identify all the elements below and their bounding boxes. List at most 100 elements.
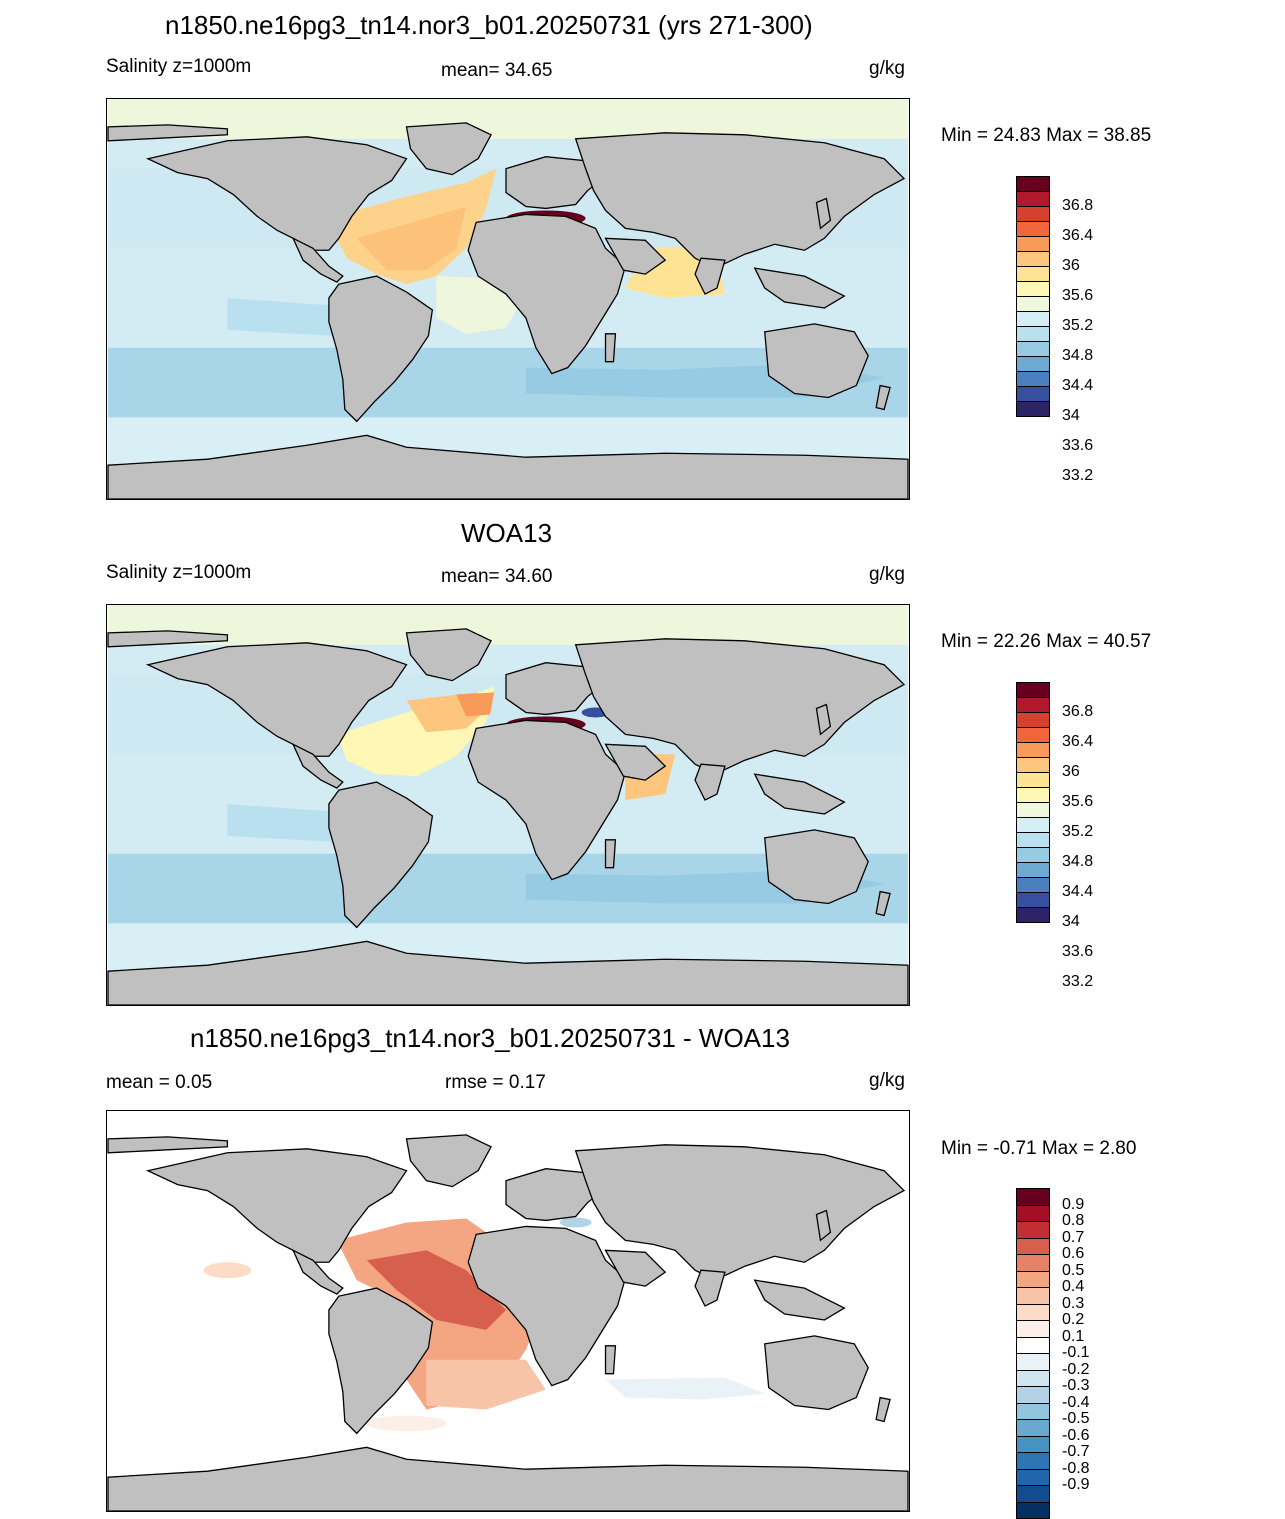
- colorbar-tick-label: 33.6: [1062, 437, 1094, 454]
- continent-landmass: [604, 237, 667, 275]
- colorbar-tick-label: 0.3: [1062, 1294, 1085, 1312]
- colorbar-swatch: [1016, 191, 1050, 207]
- colorbar-swatch: [1016, 1419, 1050, 1437]
- colorbar-tick-label: -0.4: [1062, 1393, 1090, 1411]
- world-map-svg: [107, 605, 909, 1005]
- colorbar-tick-label: 0.1: [1062, 1327, 1085, 1345]
- colorbar-swatch: [1016, 847, 1050, 863]
- colorbar-swatch: [1016, 1270, 1050, 1288]
- continent-landmass: [145, 136, 408, 251]
- colorbar-swatch: [1016, 236, 1050, 252]
- world-map-svg: [107, 1111, 909, 1511]
- colorbar-tick-label: 36.8: [1062, 703, 1094, 720]
- colorbar-swatch: [1016, 862, 1050, 878]
- colorbar-swatch: [1016, 266, 1050, 282]
- panel-1-map: [106, 98, 910, 500]
- colorbar-tick-label: -0.6: [1062, 1426, 1090, 1444]
- colorbar-swatch: [1016, 757, 1050, 773]
- colorbar-tick-label: 36.8: [1062, 197, 1094, 214]
- continent-landmass: [604, 839, 617, 869]
- colorbar-swatch: [1016, 802, 1050, 818]
- panel-3-mean-label: mean = 0.05: [106, 1072, 213, 1093]
- colorbar-tick-label: 36: [1062, 763, 1080, 780]
- colorbar-tick-label: 36: [1062, 257, 1080, 274]
- continent-landmass: [505, 1168, 607, 1222]
- continent-landmass: [764, 323, 869, 399]
- colorbar-swatch: [1016, 727, 1050, 743]
- colorbar-swatch: [1016, 1369, 1050, 1387]
- colorbar-swatch: [1016, 877, 1050, 893]
- continent-landmass: [145, 642, 408, 757]
- panel-1-title: n1850.ne16pg3_tn14.nor3_b01.20250731 (yr…: [165, 10, 813, 40]
- colorbar-swatch: [1016, 1468, 1050, 1486]
- colorbar-tick-label: 0.4: [1062, 1278, 1085, 1295]
- colorbar-swatch: [1016, 296, 1050, 312]
- continent-landmass: [291, 1248, 344, 1295]
- colorbar-tick-label: -0.2: [1062, 1360, 1090, 1378]
- continent-landmass: [604, 333, 617, 363]
- colorbar-swatch: [1016, 1188, 1050, 1206]
- colorbar-swatch: [1016, 682, 1050, 698]
- continent-landmass: [467, 719, 627, 881]
- continent-landmass: [764, 829, 869, 905]
- panel-2-mean-label: mean= 34.60: [441, 566, 553, 587]
- colorbar-tick-label: -0.9: [1062, 1476, 1090, 1493]
- antarctica-landmass: [107, 1446, 909, 1511]
- colorbar-tick-label: 35.6: [1062, 287, 1094, 304]
- colorbar-tick-label: 34.4: [1062, 883, 1094, 900]
- colorbar-tick-label: 0.8: [1062, 1212, 1085, 1229]
- continent-landmass: [815, 197, 832, 230]
- continent-landmass: [875, 384, 891, 411]
- continent-landmass: [753, 1279, 846, 1321]
- continent-landmass: [604, 1345, 617, 1375]
- panel-1-mean-label: mean= 34.65: [441, 60, 553, 81]
- colorbar-swatch: [1016, 1336, 1050, 1354]
- world-map-svg: [107, 99, 909, 499]
- continent-landmass: [467, 213, 627, 375]
- colorbar-swatch: [1016, 832, 1050, 848]
- panel-1-minmax: Min = 24.83 Max = 38.85: [941, 125, 1152, 146]
- colorbar-tick-label: 33.6: [1062, 943, 1094, 960]
- continent-landmass: [405, 628, 492, 682]
- colorbar-tick-label: 35.6: [1062, 793, 1094, 810]
- colorbar-tick-label: -0.8: [1062, 1459, 1090, 1477]
- colorbar-swatch: [1016, 326, 1050, 342]
- panel-1-units: g/kg: [869, 58, 905, 79]
- continent-landmass: [574, 638, 906, 775]
- continent-landmass: [574, 132, 906, 269]
- panel-2-title: WOA13: [461, 518, 553, 548]
- continent-landmass: [815, 1209, 832, 1242]
- colorbar-swatch: [1016, 1287, 1050, 1305]
- salinity-band: [108, 605, 908, 645]
- colorbar-swatch: [1016, 1303, 1050, 1321]
- antarctica-landmass: [107, 940, 909, 1005]
- colorbar-swatch: [1016, 356, 1050, 372]
- colorbar-tick-label: 33.2: [1062, 973, 1094, 990]
- continent-landmass: [604, 743, 667, 781]
- continent-landmass: [145, 1148, 408, 1263]
- colorbar-tick-label: 34.4: [1062, 377, 1094, 394]
- colorbar-swatch: [1016, 371, 1050, 387]
- colorbar-tick-label: 34.8: [1062, 853, 1094, 870]
- colorbar-swatch: [1016, 206, 1050, 222]
- colorbar-swatch: [1016, 907, 1050, 923]
- colorbar-swatch: [1016, 1353, 1050, 1371]
- colorbar-tick-label: 0.6: [1062, 1245, 1085, 1262]
- colorbar-swatch: [1016, 281, 1050, 297]
- continent-landmass: [574, 1144, 906, 1281]
- continent-landmass: [291, 742, 344, 789]
- colorbar-tick-label: 0.2: [1062, 1311, 1085, 1328]
- colorbar-tick-label: 34: [1062, 913, 1080, 930]
- continent-landmass: [291, 236, 344, 283]
- colorbar-swatch: [1016, 742, 1050, 758]
- continent-landmass: [328, 781, 434, 929]
- panel-3-title: n1850.ne16pg3_tn14.nor3_b01.20250731 - W…: [190, 1023, 790, 1053]
- continent-landmass: [875, 1396, 891, 1423]
- continent-landmass: [694, 763, 726, 801]
- continent-landmass: [764, 1335, 869, 1411]
- colorbar-tick-label: 36.4: [1062, 733, 1094, 750]
- colorbar-swatch: [1016, 341, 1050, 357]
- colorbar-tick-label: 34: [1062, 407, 1080, 424]
- colorbar-swatch: [1016, 386, 1050, 402]
- colorbar-tick-label: 35.2: [1062, 317, 1094, 334]
